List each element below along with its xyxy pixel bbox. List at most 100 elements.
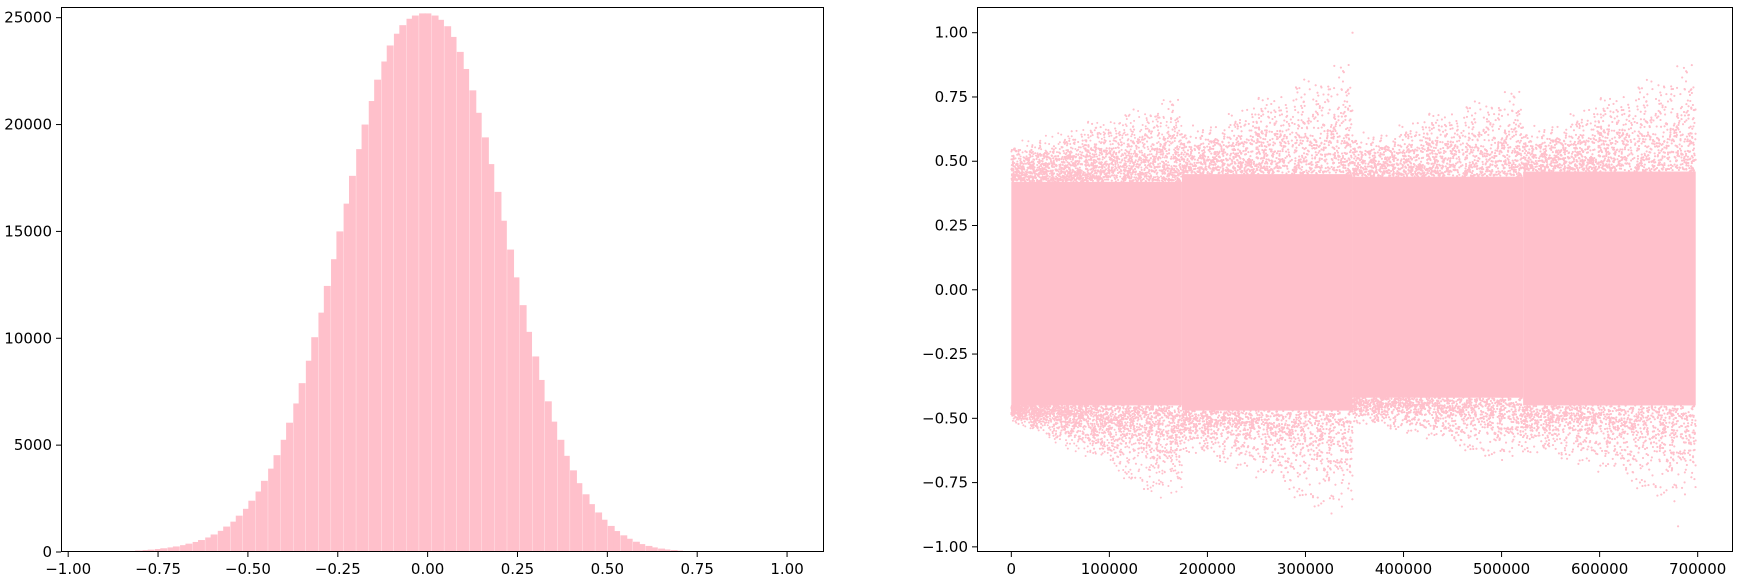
scatter-point (1145, 177, 1148, 180)
histogram-x-tick-label: −1.00 (45, 560, 91, 578)
scatter-point (1175, 121, 1178, 124)
scatter-point (1087, 424, 1090, 427)
scatter-point (1146, 405, 1149, 408)
scatter-point (1091, 179, 1094, 182)
scatter-point (1159, 157, 1162, 160)
scatter-point (1068, 419, 1071, 422)
scatter-point (1178, 139, 1181, 142)
scatter-point (1051, 135, 1054, 138)
scatter-point (1052, 406, 1055, 409)
histogram-bar (160, 548, 168, 552)
scatter-point (1121, 136, 1124, 139)
scatter-point (1152, 158, 1155, 161)
scatter-point (1027, 175, 1030, 178)
scatter-point (1105, 147, 1108, 150)
scatter-point (1150, 132, 1153, 135)
histogram-bar (424, 13, 432, 552)
scatter-chart: 0 100000 200000 300000 400000 500000 600000 700… (922, 7, 1733, 578)
scatter-point (1088, 439, 1091, 442)
scatter-point (1061, 406, 1064, 409)
scatter-point (1092, 174, 1095, 177)
scatter-point (1059, 431, 1062, 434)
scatter-point (1023, 160, 1026, 163)
scatter-point (1179, 404, 1182, 407)
scatter-point (1103, 136, 1106, 139)
scatter-point (1110, 155, 1113, 158)
scatter-point (1085, 164, 1088, 167)
scatter-point (1102, 176, 1105, 179)
scatter-point (1118, 122, 1121, 125)
scatter-point (1074, 148, 1077, 151)
scatter-point (1095, 409, 1098, 412)
scatter-point (1150, 148, 1153, 151)
scatter-point (1169, 157, 1172, 160)
scatter-point (1103, 430, 1106, 433)
scatter-point (1111, 404, 1114, 407)
scatter-point (1045, 158, 1048, 161)
scatter-point (1100, 441, 1103, 444)
scatter-point (1018, 171, 1021, 174)
scatter-point (1113, 415, 1116, 418)
scatter-point (1140, 417, 1143, 420)
scatter-point (1093, 434, 1096, 437)
scatter-point (1088, 426, 1091, 429)
scatter-point (1161, 472, 1164, 475)
scatter-point (1089, 413, 1092, 416)
scatter-point (1147, 178, 1150, 181)
scatter-point (1166, 415, 1169, 418)
scatter-point (1087, 134, 1090, 137)
scatter-dense-band (1011, 181, 1182, 406)
scatter-point (1066, 423, 1069, 426)
scatter-point (1086, 175, 1089, 178)
scatter-point (1105, 429, 1108, 432)
scatter-point (1170, 451, 1173, 454)
scatter-point (1058, 426, 1061, 429)
scatter-point (1057, 142, 1060, 145)
scatter-point (1068, 424, 1071, 427)
scatter-point (1140, 406, 1143, 409)
scatter-point (1120, 418, 1123, 421)
histogram-bar (280, 439, 288, 552)
scatter-point (1173, 409, 1176, 412)
scatter-point (1046, 153, 1049, 156)
scatter-point (1127, 114, 1130, 117)
scatter-point (1178, 456, 1181, 459)
histogram-bar (210, 534, 218, 552)
scatter-point (1155, 155, 1158, 158)
scatter-point (1112, 448, 1115, 451)
scatter-point (1158, 479, 1161, 482)
histogram-bar (525, 331, 533, 552)
scatter-point (1098, 409, 1101, 412)
scatter-point (1133, 119, 1136, 122)
scatter-point (1142, 448, 1145, 451)
scatter-point (1112, 438, 1115, 441)
scatter-point (1095, 155, 1098, 158)
scatter-point (1175, 124, 1178, 127)
scatter-point (1148, 137, 1151, 140)
scatter-point (1171, 178, 1174, 181)
scatter-point (1010, 406, 1013, 409)
scatter-point (1171, 135, 1174, 138)
scatter-point (1082, 145, 1085, 148)
scatter-point (1180, 486, 1183, 489)
scatter-point (1111, 413, 1114, 416)
scatter-point (1124, 160, 1127, 163)
scatter-point (1173, 165, 1176, 168)
scatter-point (1158, 179, 1161, 182)
scatter-point (1024, 180, 1027, 183)
histogram-bar (449, 36, 457, 552)
scatter-point (1112, 170, 1115, 173)
scatter-point (1044, 134, 1047, 137)
scatter-point (1103, 435, 1106, 438)
scatter-point (1101, 158, 1104, 161)
scatter-point (1083, 441, 1086, 444)
scatter-point (1093, 437, 1096, 440)
scatter-point (1053, 427, 1056, 430)
scatter-point (1073, 177, 1076, 180)
scatter-point (1163, 171, 1166, 174)
scatter-point (1175, 146, 1178, 149)
scatter-point (1128, 441, 1131, 444)
scatter-point (1075, 129, 1078, 132)
histogram-bar (588, 504, 595, 552)
scatter-point (1095, 411, 1098, 414)
